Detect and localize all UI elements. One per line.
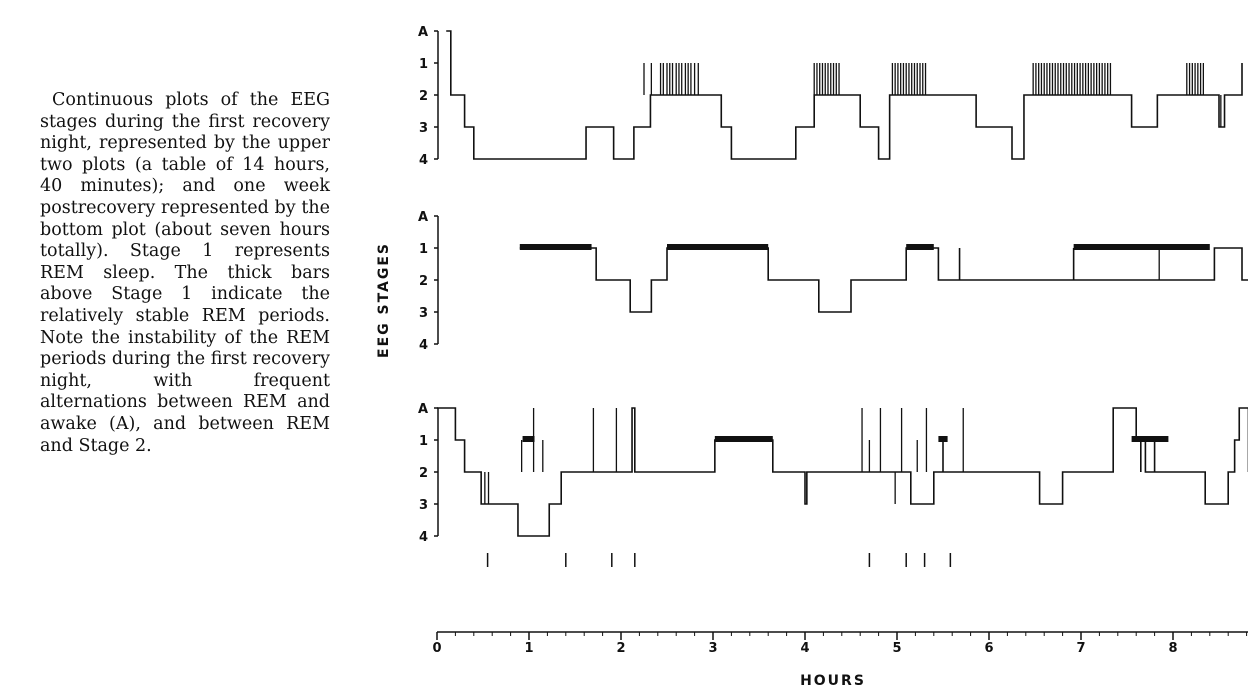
x-tick-label: 7 [1076, 641, 1085, 656]
y-tick-label: A [418, 25, 428, 40]
x-tick-label: 4 [800, 641, 809, 656]
y-tick-label: A [418, 210, 428, 225]
x-tick-label: 0 [432, 641, 441, 656]
y-tick-label: 2 [419, 89, 428, 104]
rem-bar [714, 436, 773, 442]
x-tick-label: 8 [1168, 641, 1177, 656]
rem-bar [522, 436, 535, 442]
x-tick-label: 2 [616, 641, 625, 656]
y-tick-label: 2 [419, 466, 428, 481]
y-tick-label: 1 [419, 434, 428, 449]
y-tick-label: 2 [419, 274, 428, 289]
y-tick-label: 1 [419, 57, 428, 72]
x-tick-label: 1 [524, 641, 533, 656]
y-tick-label: 4 [419, 338, 428, 353]
rem-bar [906, 244, 934, 250]
x-tick-label: 5 [892, 641, 901, 656]
caption-text: Continuous plots of the EEG stages durin… [40, 90, 330, 456]
x-tick-label: 3 [708, 641, 717, 656]
x-tick-label: 6 [984, 641, 993, 656]
stage-trace [437, 407, 1248, 537]
stage-trace [519, 247, 1248, 313]
rem-bar [519, 244, 592, 250]
plot-panels: A 1 2 3 4 A 1 2 3 4 A 1 2 3 4 [418, 25, 1248, 545]
rem-bar [1073, 244, 1210, 250]
x-axis-label: HOURS [800, 673, 866, 689]
figure-caption: Continuous plots of the EEG stages durin… [40, 90, 330, 457]
rem-bar [938, 436, 948, 442]
panel-2: A 1 2 3 4 [418, 210, 1248, 353]
stage-trace [446, 30, 1243, 160]
y-tick-label: 3 [419, 121, 428, 136]
rem-bar [1131, 436, 1169, 442]
y-tick-label: 1 [419, 242, 428, 257]
y-tick-label: 3 [419, 498, 428, 513]
y-tick-label: 4 [419, 153, 428, 168]
rem-bar [667, 244, 769, 250]
panel-3: A 1 2 3 4 [418, 402, 1248, 545]
y-tick-label: 4 [419, 530, 428, 545]
y-tick-label: A [418, 402, 428, 417]
event-markers [486, 553, 952, 567]
y-tick-label: 3 [419, 306, 428, 321]
y-axis-label: EEG STAGES [376, 242, 392, 358]
panel-1: A 1 2 3 4 [418, 25, 1243, 168]
x-axis: 0123456789 [432, 631, 1248, 656]
